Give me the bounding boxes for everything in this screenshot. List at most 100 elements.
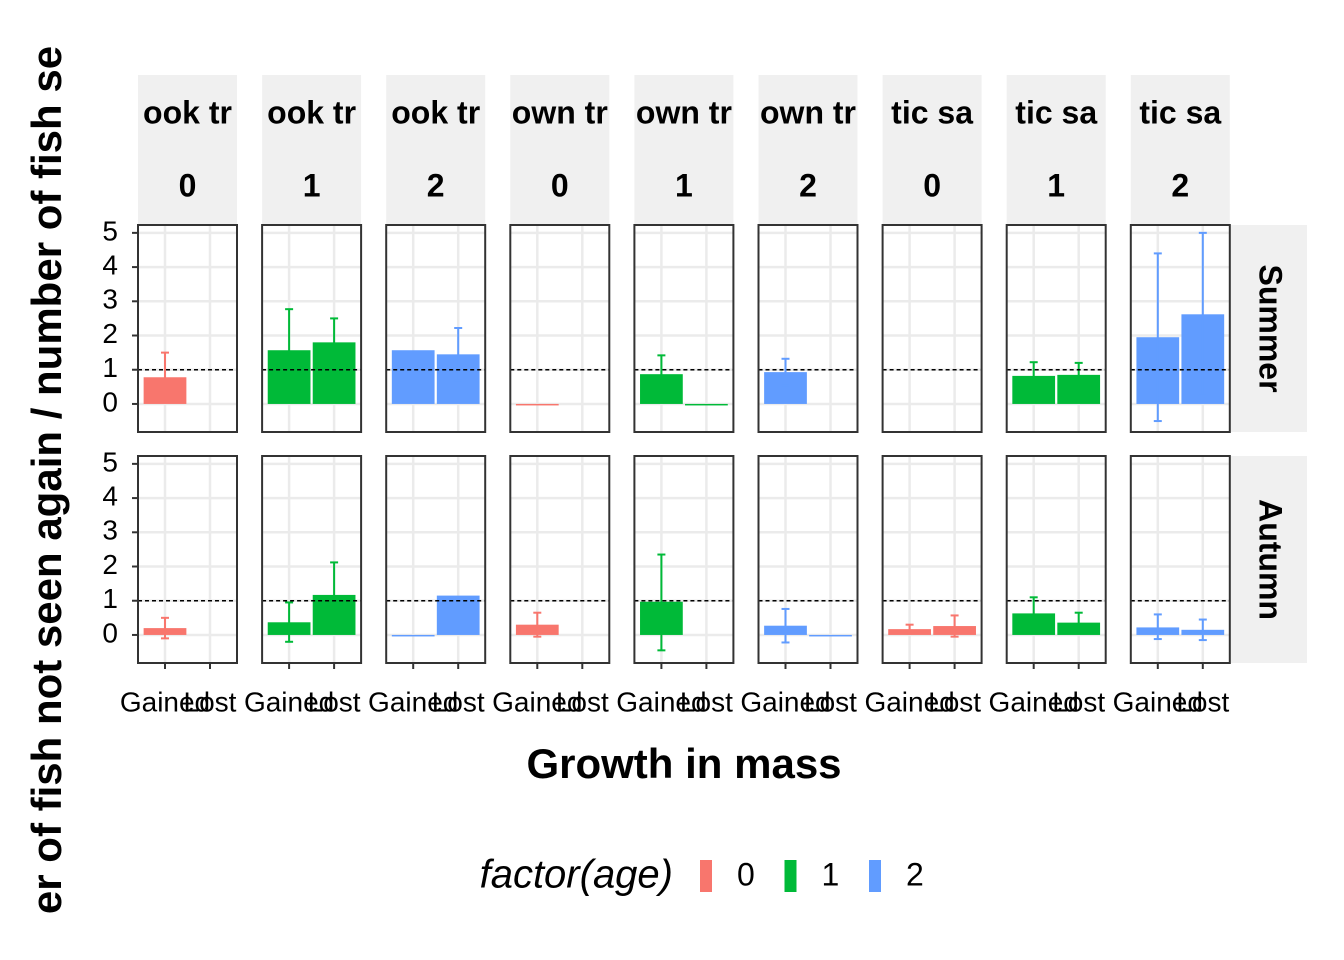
panel-border [633, 224, 735, 433]
y-axis-title: er of fish not seen again / number of fi… [23, 46, 70, 914]
bar [391, 350, 435, 404]
x-tick-label: Lost [804, 686, 857, 717]
x-tick-label: Gained [740, 686, 830, 717]
y-tick-label: 1 [102, 352, 118, 383]
strip-label: own tr [512, 94, 608, 130]
y-tick-label: 3 [102, 284, 118, 315]
strip-background [1230, 225, 1307, 432]
x-tick-label: Gained [244, 686, 334, 717]
legend-label: 0 [737, 856, 755, 892]
strip-label: tic sa [1015, 94, 1097, 130]
panel-border [509, 455, 611, 664]
strip: tic sa 1 [1015, 94, 1097, 203]
strip: own tr 2 [760, 94, 856, 203]
panel-border [385, 455, 487, 664]
strip-background [262, 75, 362, 225]
panel-border [881, 224, 983, 433]
x-tick-label: Lost [1176, 686, 1229, 717]
legend-key [869, 860, 881, 892]
panel-border [1129, 224, 1231, 433]
panel-border [1005, 224, 1107, 433]
panel-border [757, 224, 859, 433]
panel-border [509, 224, 611, 433]
legend-label: 2 [906, 856, 924, 892]
strip-age: 0 [923, 167, 941, 203]
x-axis-title: Growth in mass [526, 740, 841, 787]
x-tick-label: Gained [616, 686, 706, 717]
x-tick-label: Gained [989, 686, 1079, 717]
panel-border [757, 455, 859, 664]
legend-title: factor(age) [480, 853, 673, 897]
x-tick-label: Lost [680, 686, 733, 717]
y-tick-label: 5 [102, 446, 118, 477]
x-tick-label: Lost [184, 686, 237, 717]
strip-age: 2 [1171, 167, 1189, 203]
x-tick-label: Gained [1113, 686, 1203, 717]
strip-label: own tr [636, 94, 732, 130]
y-tick-label: 4 [102, 480, 118, 511]
strip-background [386, 75, 486, 225]
strip: own tr 0 [512, 94, 608, 203]
bar [436, 595, 480, 635]
y-tick-label: 1 [102, 583, 118, 614]
strip-background [138, 75, 237, 225]
strip-age: 1 [303, 167, 321, 203]
x-tick-label: Lost [928, 686, 981, 717]
strip-background [758, 75, 858, 225]
y-tick-label: 3 [102, 515, 118, 546]
y-tick-label: 0 [102, 386, 118, 417]
strip-label: Summer [1253, 264, 1289, 392]
strip-background [1006, 75, 1106, 225]
panel-border [137, 224, 238, 433]
panel-border [261, 455, 363, 664]
strip: ook tr 1 [267, 94, 356, 203]
bar [515, 403, 559, 406]
strip-background [882, 75, 982, 225]
strip-age: 2 [799, 167, 817, 203]
y-tick-label: 0 [102, 617, 118, 648]
bar [391, 634, 435, 637]
legend-key [784, 860, 797, 892]
panel-border [881, 455, 983, 664]
y-tick-label: 2 [102, 549, 118, 580]
panel-border [1129, 455, 1231, 664]
y-tick-label: 2 [102, 318, 118, 349]
strip: ook tr 0 [143, 94, 232, 203]
strip-background [1230, 456, 1307, 663]
x-tick-label: Gained [492, 686, 582, 717]
strip: tic sa 0 [891, 94, 973, 203]
panel [510, 225, 610, 432]
strip: tic sa 2 [1139, 94, 1221, 203]
strip-background [510, 75, 610, 225]
legend-label: 1 [822, 856, 840, 892]
strip-label: ook tr [267, 94, 356, 130]
strip-label: Autumn [1253, 499, 1289, 620]
strip-age: 2 [427, 167, 445, 203]
bar [809, 634, 852, 637]
strip-age: 1 [1047, 167, 1065, 203]
strip-background [634, 75, 734, 225]
bar [685, 403, 728, 406]
strip-label: tic sa [891, 94, 973, 130]
x-tick-label: Gained [864, 686, 954, 717]
y-tick-label: 4 [102, 249, 118, 280]
panel-border [633, 455, 735, 664]
strip-label: tic sa [1139, 94, 1221, 130]
strip-label: ook tr [143, 94, 232, 130]
x-tick-label: Lost [308, 686, 361, 717]
strip-age: 0 [551, 167, 569, 203]
strip-background [1130, 75, 1230, 225]
panel-border [1005, 455, 1107, 664]
x-tick-label: Lost [432, 686, 485, 717]
x-tick-label: Lost [556, 686, 609, 717]
panel [882, 225, 982, 432]
y-tick-label: 5 [102, 215, 118, 246]
panel-border [261, 224, 363, 433]
x-tick-label: Gained [120, 686, 210, 717]
strip: ook tr 2 [391, 94, 480, 203]
x-tick-label: Gained [368, 686, 458, 717]
strip-age: 1 [675, 167, 693, 203]
strip-label: own tr [760, 94, 856, 130]
strip-label: ook tr [391, 94, 480, 130]
